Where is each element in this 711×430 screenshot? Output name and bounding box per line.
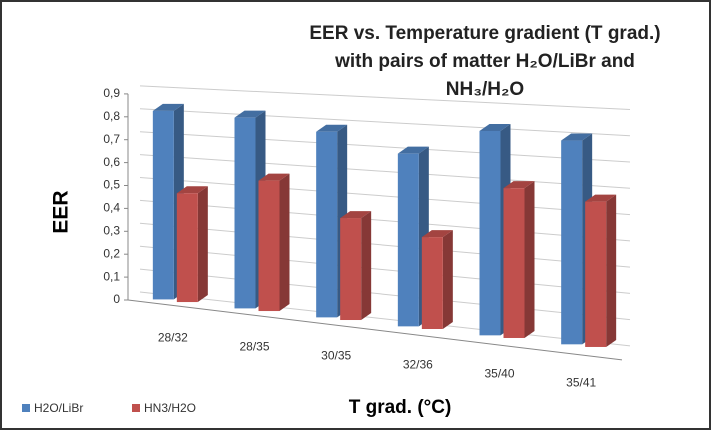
bar-side	[197, 186, 208, 303]
chart-title: EER vs. Temperature gradient (T grad.) w…	[309, 23, 661, 100]
bar-top	[176, 186, 208, 194]
bar	[258, 180, 280, 312]
x-tick-label: 35/41	[566, 376, 596, 390]
y-tick-label: 0,4	[103, 201, 120, 215]
x-axis-label: T grad. (°C)	[349, 397, 452, 418]
y-tick-label: 0,2	[103, 246, 120, 260]
bar-top	[421, 230, 453, 238]
grid-line	[139, 85, 631, 111]
bar-top	[152, 103, 184, 111]
legend-swatch	[22, 404, 30, 412]
y-axis-label: EER	[50, 190, 73, 233]
bar	[316, 131, 338, 318]
grid-line	[139, 222, 631, 268]
bar	[234, 117, 256, 309]
y-tick-label: 0	[113, 292, 120, 306]
bar	[340, 218, 362, 321]
x-tick-label: 32/36	[403, 358, 433, 372]
bar-side	[361, 211, 372, 321]
bar-side	[606, 194, 617, 347]
bar-top	[340, 211, 372, 219]
y-tick-label: 0,1	[103, 269, 120, 283]
bar-top	[503, 181, 535, 189]
y-tick-label: 0,6	[103, 155, 120, 169]
legend-label: H2O/LiBr	[34, 401, 83, 415]
bar-side	[524, 181, 535, 338]
x-tick-label: 28/32	[158, 331, 188, 345]
bar	[421, 237, 443, 330]
bar-side	[442, 230, 453, 330]
bar-top	[234, 110, 266, 118]
floor-edge	[127, 299, 623, 361]
grid-line	[139, 108, 631, 137]
legend-swatch	[132, 404, 140, 412]
y-tick-label: 0,8	[103, 109, 120, 123]
y-tick-label: 0,7	[103, 132, 120, 146]
y-tick-label: 0,5	[103, 178, 120, 192]
bar-top	[479, 123, 511, 131]
grid-line	[139, 291, 631, 347]
grid-line	[139, 154, 631, 189]
legend-label: HN3/H2O	[144, 401, 196, 415]
bar-top	[585, 194, 617, 202]
bar	[479, 130, 501, 336]
bar	[561, 140, 583, 345]
grid-line	[139, 199, 631, 242]
x-tick-label: 28/35	[239, 340, 269, 354]
bar	[585, 201, 607, 347]
bar-top	[397, 146, 429, 154]
bar-top	[561, 133, 593, 141]
bar	[503, 188, 525, 338]
x-tick-label: 30/35	[321, 349, 351, 363]
grid-line	[139, 268, 631, 321]
bar-top	[258, 173, 290, 181]
y-tick-label: 0,9	[103, 86, 120, 100]
grid-line	[139, 131, 631, 163]
bar	[176, 193, 198, 303]
grid-line	[139, 245, 631, 294]
bar	[397, 153, 419, 327]
y-tick-label: 0,3	[103, 223, 120, 237]
bar-side	[279, 173, 290, 312]
grid-line	[139, 177, 631, 216]
bar	[152, 110, 174, 300]
x-tick-label: 35/40	[484, 367, 514, 381]
bar-top	[316, 124, 348, 132]
